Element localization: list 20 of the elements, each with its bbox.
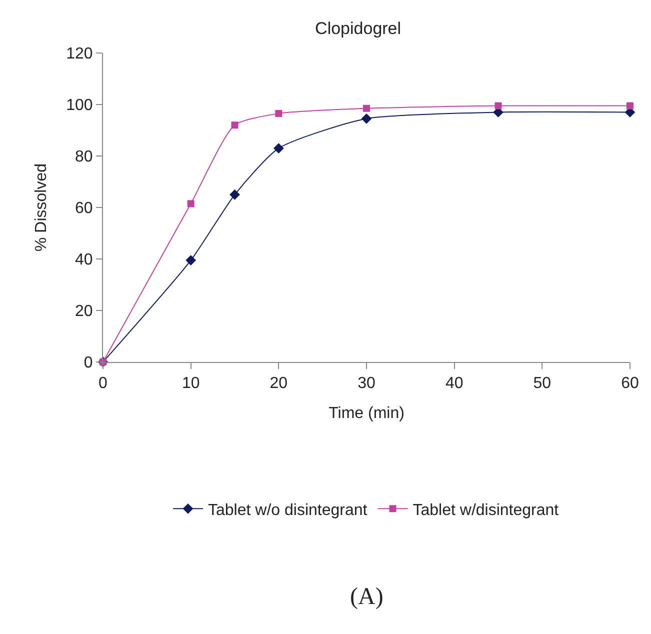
chart-title: Clopidogrel	[315, 19, 402, 38]
y-tick-label: 60	[75, 200, 93, 218]
y-tick-label: 80	[75, 148, 93, 166]
x-axis-title: Time (min)	[328, 404, 404, 422]
y-axis-title: % Dissolved	[32, 163, 50, 252]
x-tick-label: 0	[98, 375, 108, 392]
text: (A)	[350, 584, 384, 610]
y-tick-label: 0	[84, 354, 93, 372]
x-tick-label: 50	[533, 375, 552, 392]
x-tick-label: 30	[358, 375, 376, 392]
legend-label: Tablet w/o disintegrant	[208, 502, 368, 519]
x-tick-label: 40	[445, 375, 464, 392]
x-tick-label: 60	[621, 375, 639, 392]
y-tick-label: 20	[75, 303, 93, 320]
y-tick-label: 100	[66, 97, 93, 114]
x-tick-label: 10	[182, 375, 200, 392]
x-tick-label: 20	[270, 375, 288, 392]
y-tick-label: 40	[75, 252, 93, 269]
y-tick-label: 120	[66, 46, 93, 63]
legend-label: Tablet w/disintegrant	[412, 502, 560, 519]
